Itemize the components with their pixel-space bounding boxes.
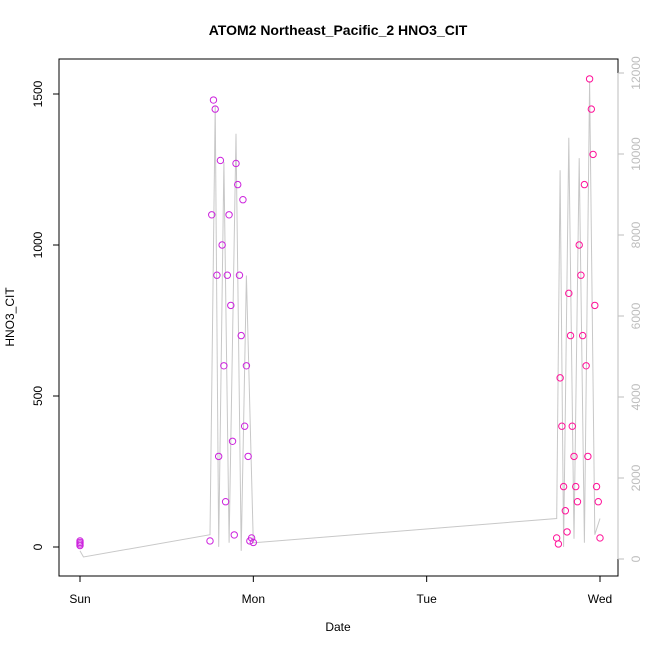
data-point — [578, 331, 587, 340]
data-point — [240, 422, 249, 430]
data-point — [242, 362, 251, 370]
chart-title: ATOM2 Northeast_Pacific_2 HNO3_CIT — [209, 22, 468, 38]
data-point — [554, 540, 563, 548]
point-layer — [76, 75, 604, 550]
data-point — [587, 105, 596, 113]
data-point — [570, 452, 578, 461]
data-point — [220, 362, 228, 370]
data-point — [211, 105, 219, 113]
data-point — [565, 289, 573, 298]
y-tick-label: 0 — [31, 543, 45, 550]
data-point — [214, 452, 223, 461]
data-point — [580, 180, 589, 189]
data-point — [221, 498, 230, 506]
y-axis-right: 0 2000 4000 6000 8000 10000 12000 — [617, 56, 643, 562]
data-point — [76, 540, 84, 548]
data-point — [573, 498, 582, 506]
data-point — [213, 271, 221, 279]
data-point — [230, 531, 238, 539]
data-point — [585, 75, 594, 83]
x-axis-label: Date — [325, 620, 351, 634]
data-point — [591, 301, 599, 310]
x-tick-label: Tue — [417, 592, 438, 606]
secondary-series-line — [79, 81, 601, 558]
y2-tick-label: 4000 — [629, 383, 643, 410]
data-point — [592, 482, 601, 491]
data-point — [566, 331, 575, 340]
data-point — [561, 507, 570, 515]
data-point — [575, 241, 583, 249]
data-point — [228, 437, 237, 445]
y-tick-label: 500 — [31, 386, 45, 406]
data-point — [577, 271, 585, 279]
data-point — [563, 528, 571, 536]
data-point — [225, 211, 233, 219]
data-point — [206, 537, 214, 545]
data-point — [234, 180, 242, 189]
y2-tick-label: 12000 — [629, 56, 643, 90]
data-point — [249, 538, 258, 547]
data-point — [556, 374, 564, 382]
data-point — [208, 211, 216, 219]
line-layer — [79, 81, 601, 558]
y-tick-label: 1000 — [31, 231, 45, 258]
data-point — [223, 271, 232, 279]
y2-tick-label: 10000 — [629, 137, 643, 171]
data-point — [589, 150, 597, 159]
data-point — [244, 452, 252, 461]
data-point — [218, 241, 226, 249]
x-tick-label: Mon — [242, 592, 265, 606]
y-axis-label: HNO3_CIT — [3, 287, 17, 347]
data-point — [572, 482, 580, 491]
y2-tick-label: 2000 — [629, 464, 643, 491]
data-point — [209, 96, 218, 104]
data-point — [239, 196, 247, 204]
data-point — [558, 422, 566, 430]
data-point — [235, 271, 244, 279]
data-point — [552, 534, 561, 542]
y2-tick-label: 6000 — [629, 302, 643, 329]
data-point — [559, 482, 568, 491]
y2-tick-label: 8000 — [629, 221, 643, 248]
y-axis-left: 0 500 1000 1500 — [31, 80, 60, 550]
x-tick-label: Sun — [69, 592, 90, 606]
data-point — [582, 362, 590, 370]
data-point — [594, 498, 602, 506]
data-point — [247, 534, 256, 542]
y-tick-label: 1500 — [31, 80, 45, 107]
plot-box — [58, 58, 619, 577]
x-axis: Sun Mon Tue Wed — [69, 575, 612, 606]
data-point — [227, 301, 235, 310]
data-point — [232, 159, 240, 168]
data-point — [216, 156, 225, 165]
data-point — [237, 331, 245, 340]
data-point — [584, 452, 592, 461]
y2-tick-label: 0 — [629, 555, 643, 562]
x-tick-label: Wed — [588, 592, 612, 606]
data-point — [596, 534, 604, 542]
data-point — [76, 537, 84, 545]
data-point — [568, 422, 576, 430]
